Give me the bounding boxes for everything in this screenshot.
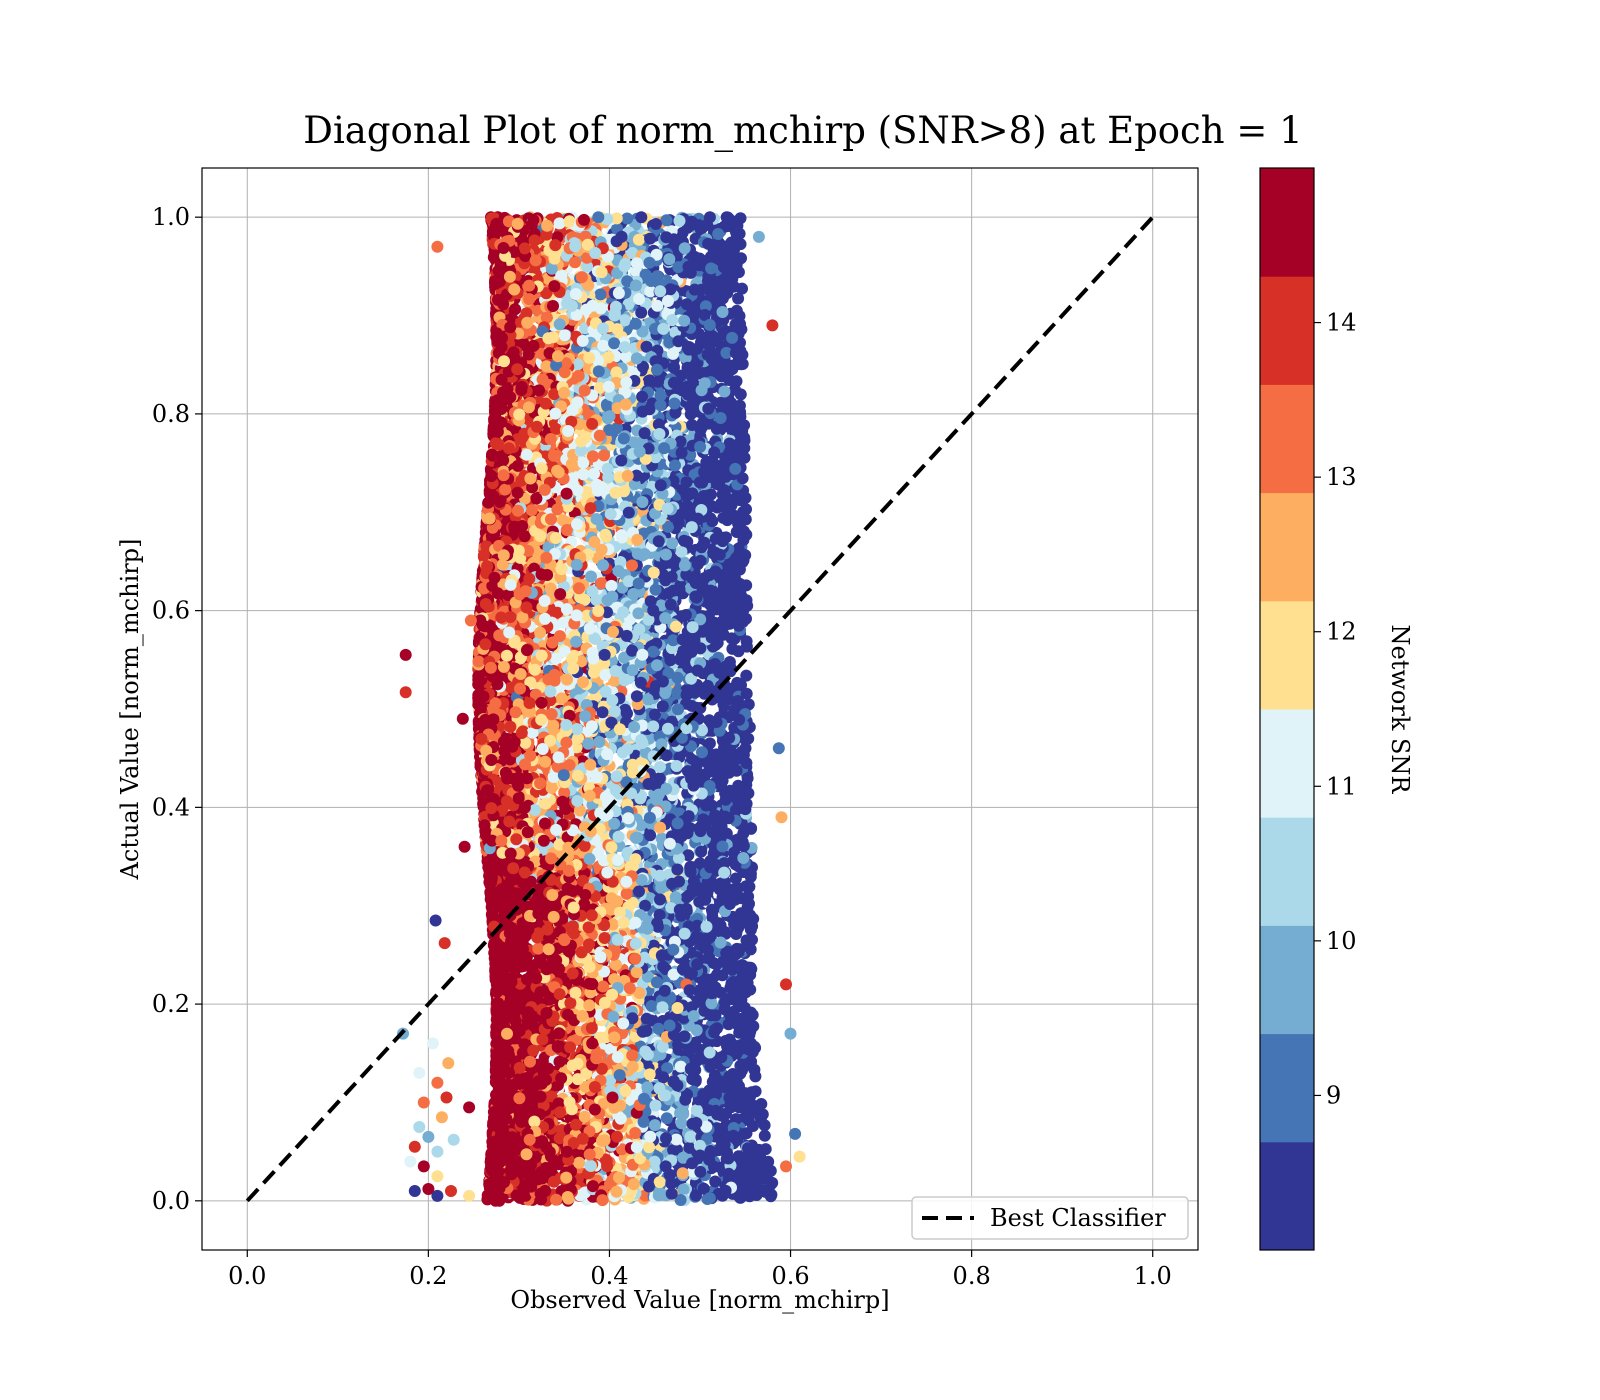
chart-title: Diagonal Plot of norm_mchirp (SNR>8) at … [303, 109, 1302, 153]
scatter-point [740, 503, 752, 515]
